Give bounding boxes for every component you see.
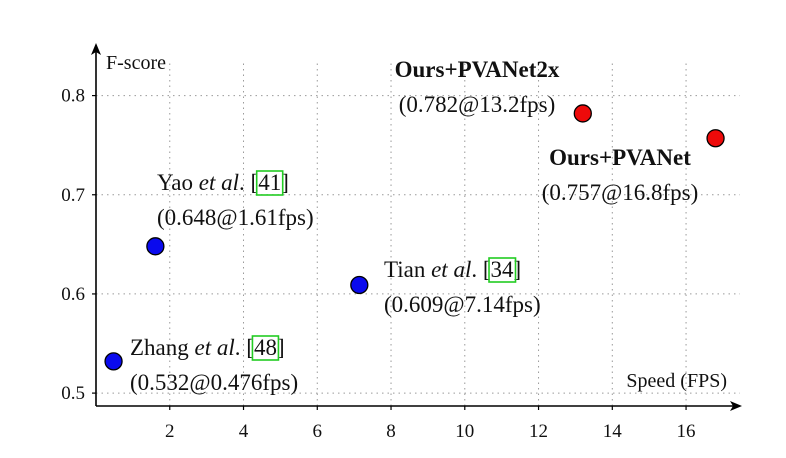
point-annotations: Zhang et al. [48] (0.532@0.476fps) Yao et … bbox=[130, 57, 698, 395]
x-tick-label: 2 bbox=[165, 421, 175, 442]
grid bbox=[96, 62, 740, 406]
point-name-label: Yao et al. [41] bbox=[157, 170, 289, 195]
y-tick-label: 0.5 bbox=[61, 383, 85, 404]
point-name-label: Ours+PVANet2x bbox=[395, 57, 560, 82]
x-tick-label: 8 bbox=[386, 421, 396, 442]
point-value-label: (0.609@7.14fps) bbox=[384, 292, 541, 317]
x-tick-label: 6 bbox=[313, 421, 323, 442]
y-tick-label: 0.8 bbox=[61, 86, 85, 107]
data-point bbox=[104, 352, 123, 371]
data-point bbox=[146, 237, 165, 256]
data-point bbox=[573, 104, 592, 123]
x-tick-label: 10 bbox=[455, 421, 474, 442]
x-axis-arrow bbox=[730, 401, 742, 411]
axes bbox=[91, 43, 742, 411]
data-points bbox=[104, 104, 725, 371]
point-value-label: (0.532@0.476fps) bbox=[130, 370, 298, 395]
x-tick-label: 4 bbox=[239, 421, 249, 442]
x-axis-title: Speed (FPS) bbox=[626, 370, 727, 392]
point-name-label: Zhang et al. [48] bbox=[130, 335, 285, 360]
ticks: 2 4 6 8 10 12 14 16 0.5 0.6 0.7 0.8 bbox=[61, 86, 695, 442]
data-point bbox=[350, 275, 369, 295]
point-name-label: Tian et al. [34] bbox=[384, 257, 521, 282]
citation-link-box[interactable] bbox=[251, 335, 280, 361]
y-axis-arrow bbox=[91, 43, 101, 55]
citation-link-box[interactable] bbox=[488, 257, 517, 283]
point-value-label: (0.782@13.2fps) bbox=[399, 92, 556, 117]
x-tick-label: 14 bbox=[603, 421, 623, 442]
y-tick-label: 0.7 bbox=[61, 185, 85, 206]
citation-link-box[interactable] bbox=[255, 170, 284, 196]
point-name-label: Ours+PVANet bbox=[549, 145, 691, 170]
y-tick-label: 0.6 bbox=[61, 284, 85, 305]
x-tick-label: 12 bbox=[529, 421, 548, 442]
x-tick-label: 16 bbox=[677, 421, 696, 442]
y-axis-title: F-score bbox=[106, 52, 166, 74]
point-value-label: (0.757@16.8fps) bbox=[542, 180, 699, 205]
data-point bbox=[706, 129, 725, 148]
point-value-label: (0.648@1.61fps) bbox=[157, 205, 314, 230]
